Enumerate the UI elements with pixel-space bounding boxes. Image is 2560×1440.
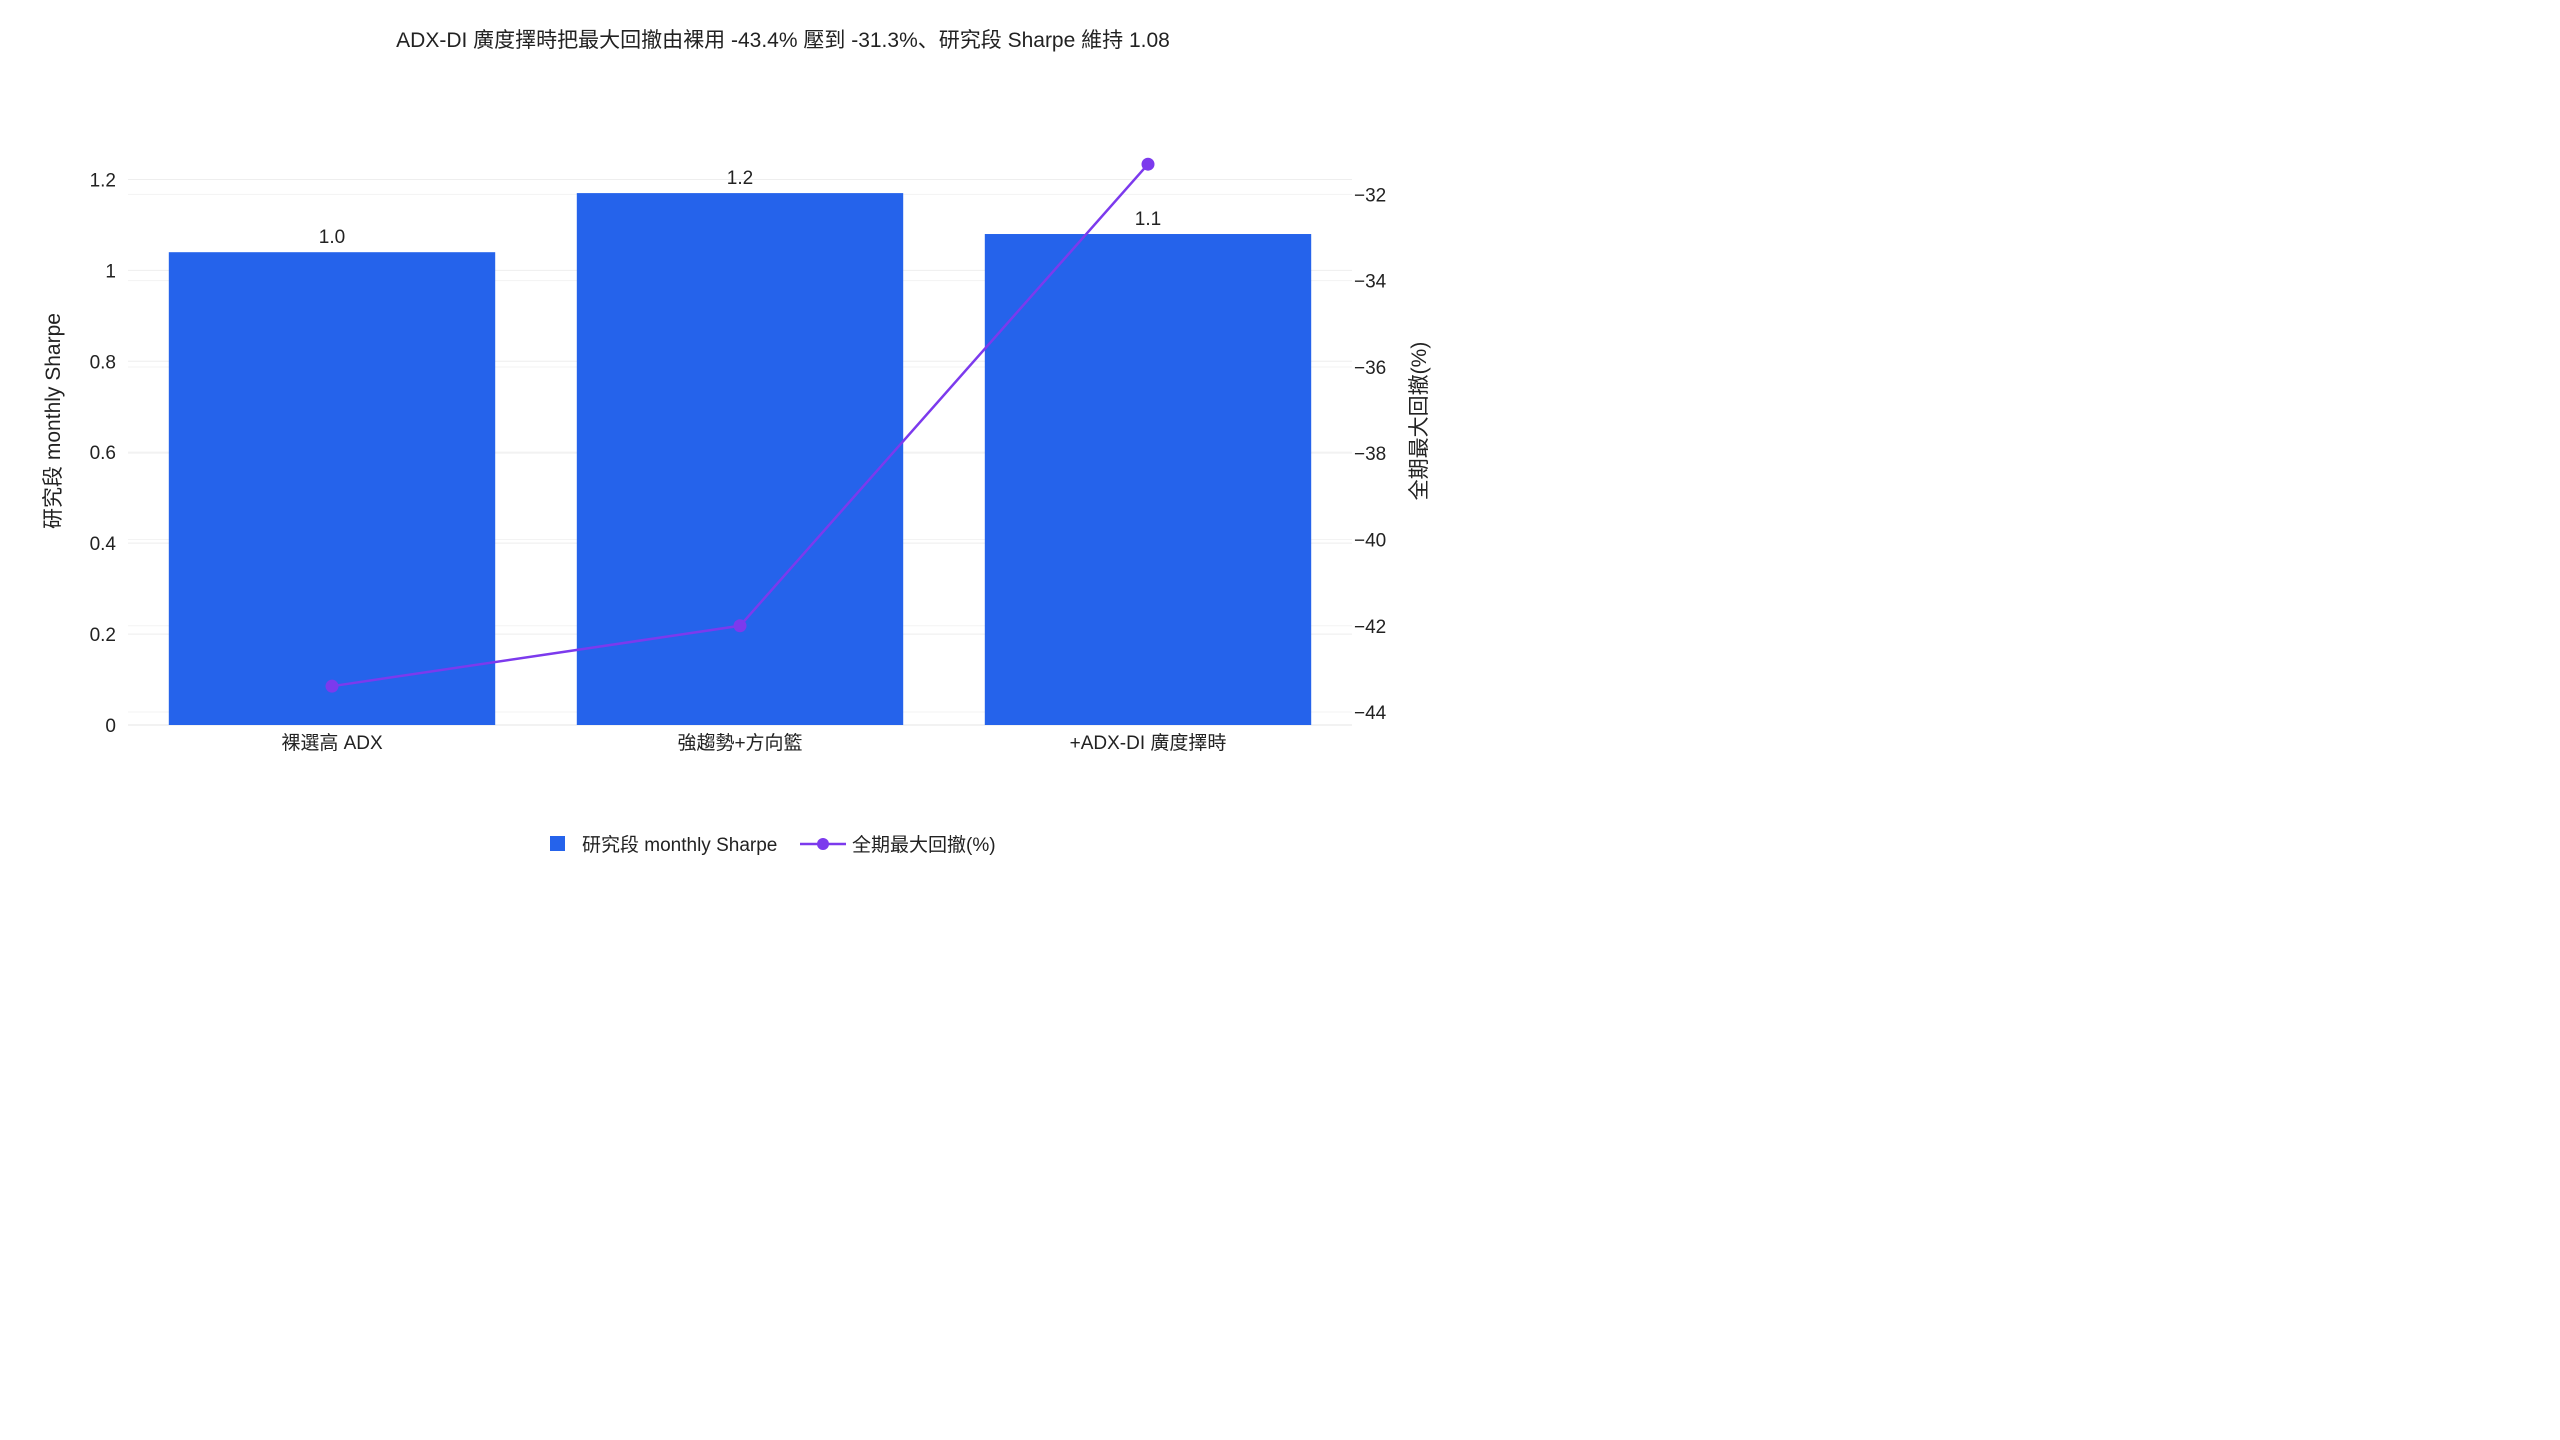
bar-0 bbox=[168, 252, 496, 725]
drawdown-point-1 bbox=[733, 619, 747, 633]
bar-2 bbox=[984, 234, 1312, 725]
bar-label-2: 1.1 bbox=[1135, 209, 1161, 230]
y-axis-left-title: 研究段 monthly Sharpe bbox=[42, 313, 65, 529]
y-axis-right-ticks: −44 −42 −40 −38 −36 −34 −32 bbox=[1354, 185, 1387, 724]
chart-title: ADX-DI 廣度擇時把最大回撤由裸用 -43.4% 壓到 -31.3%、研究段… bbox=[396, 29, 1170, 52]
chart-svg: ADX-DI 廣度擇時把最大回撤由裸用 -43.4% 壓到 -31.3%、研究段… bbox=[0, 0, 1554, 874]
x-tick-label-0: 裸選高 ADX bbox=[281, 732, 383, 754]
y-tick-label-5: 1 bbox=[105, 261, 116, 282]
y2-tick-label-2: −40 bbox=[1354, 531, 1386, 552]
x-tick-label-2: +ADX-DI 廣度擇時 bbox=[1070, 732, 1227, 754]
y-axis-left-ticks: 0 0.2 0.4 0.6 0.8 1 1.2 bbox=[90, 170, 117, 737]
drawdown-point-2 bbox=[1141, 157, 1155, 171]
bar-label-0: 1.0 bbox=[319, 227, 345, 248]
y-tick-label-1: 0.2 bbox=[90, 625, 116, 646]
y2-tick-label-4: −36 bbox=[1354, 358, 1386, 379]
chart-root: ADX-DI 廣度擇時把最大回撤由裸用 -43.4% 壓到 -31.3%、研究段… bbox=[0, 0, 1554, 874]
y-tick-label-6: 1.2 bbox=[90, 170, 116, 191]
x-tick-label-1: 強趨勢+方向籃 bbox=[677, 732, 802, 754]
y-tick-label-3: 0.6 bbox=[90, 443, 116, 464]
drawdown-point-0 bbox=[325, 679, 339, 693]
bar-label-1: 1.2 bbox=[727, 168, 753, 189]
bar-1 bbox=[576, 193, 904, 726]
y2-tick-label-1: −42 bbox=[1354, 617, 1386, 638]
legend-swatch-marker[interactable] bbox=[817, 838, 829, 850]
y2-tick-label-3: −38 bbox=[1354, 444, 1386, 465]
legend-label-sharpe[interactable]: 研究段 monthly Sharpe bbox=[582, 834, 777, 856]
legend: 研究段 monthly Sharpe 全期最大回撤(%) bbox=[550, 834, 996, 856]
y-tick-label-2: 0.4 bbox=[90, 534, 117, 555]
line-series bbox=[325, 157, 1155, 693]
y2-tick-label-0: −44 bbox=[1354, 703, 1387, 724]
legend-label-drawdown[interactable]: 全期最大回撤(%) bbox=[852, 834, 996, 856]
y-axis-right-title: 全期最大回撤(%) bbox=[1408, 342, 1431, 501]
bar-labels: 1.0 1.2 1.1 bbox=[319, 168, 1161, 248]
legend-swatch-bar[interactable] bbox=[550, 836, 565, 851]
y-tick-label-4: 0.8 bbox=[90, 352, 116, 373]
y2-tick-label-5: −34 bbox=[1354, 272, 1387, 293]
y2-tick-label-6: −32 bbox=[1354, 185, 1386, 206]
x-axis-ticks: 裸選高 ADX 強趨勢+方向籃 +ADX-DI 廣度擇時 bbox=[281, 732, 1226, 754]
y-tick-label-0: 0 bbox=[105, 716, 116, 737]
bar-series bbox=[168, 193, 1312, 726]
